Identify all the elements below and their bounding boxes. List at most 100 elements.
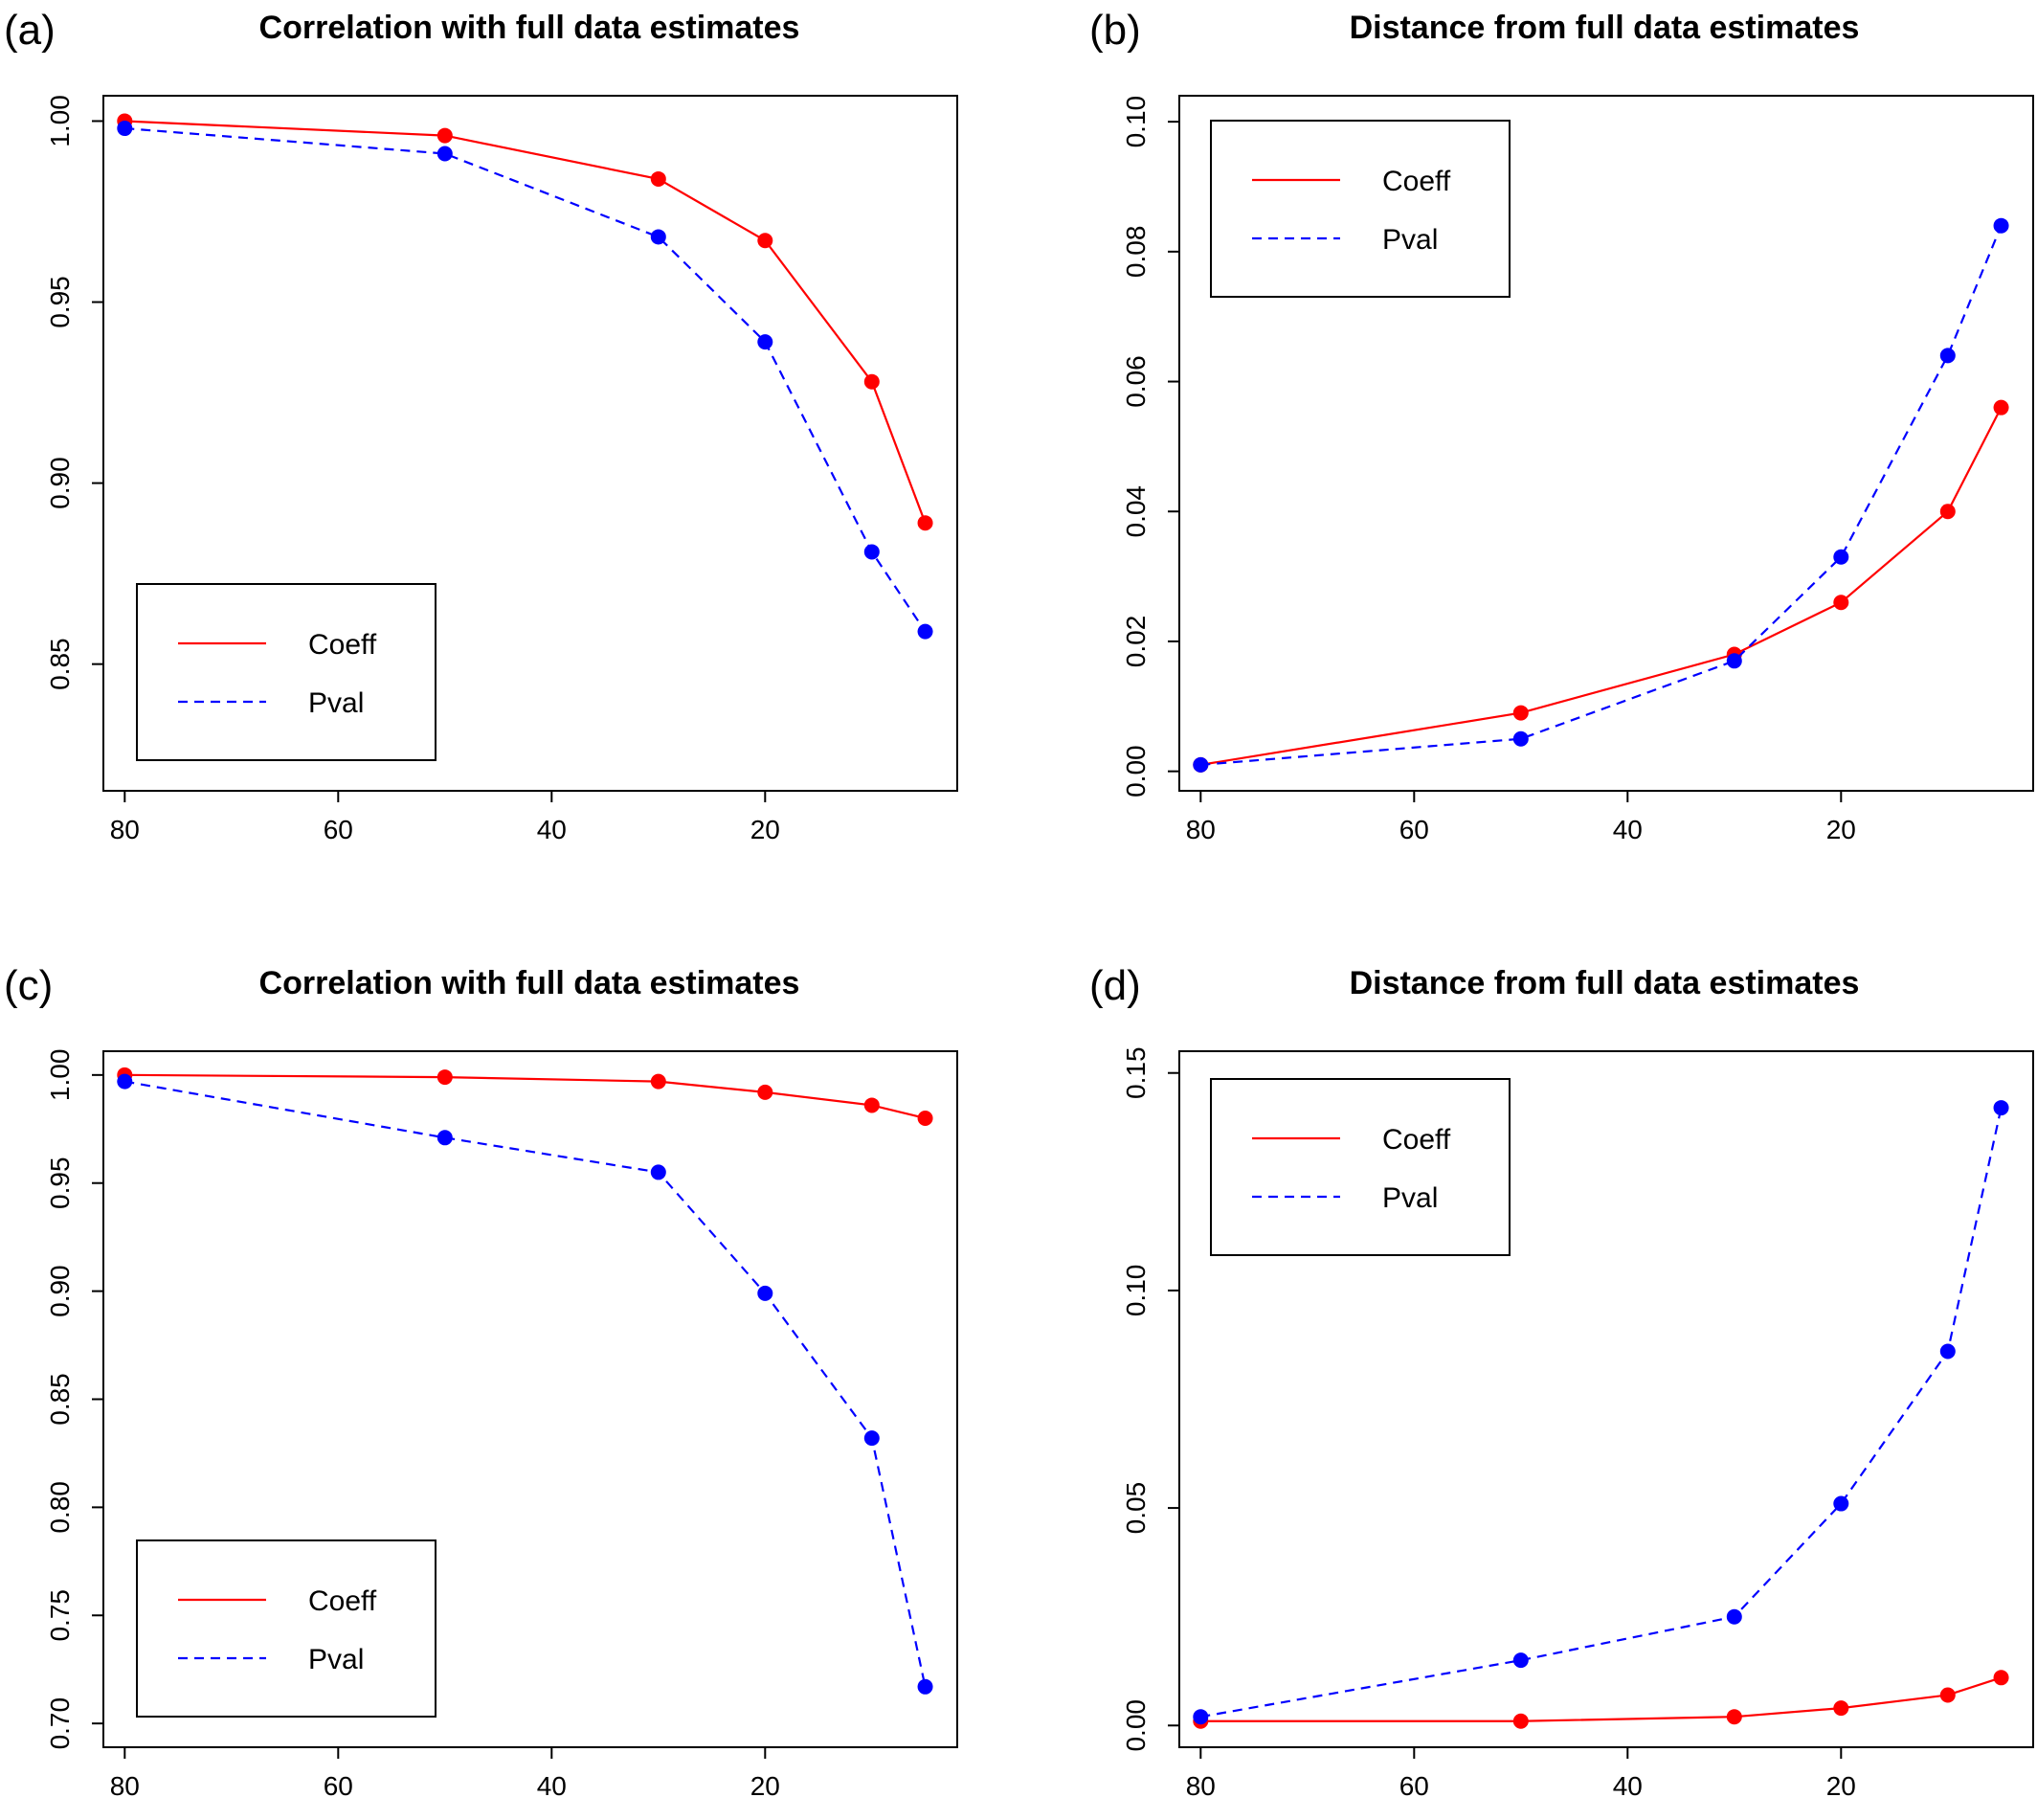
y-tick-label: 1.00 [45, 95, 75, 147]
data-point-pval [1512, 1652, 1529, 1669]
data-point-coeff [1512, 1713, 1529, 1729]
panel-c: (c) Correlation with full data estimates 8… [4, 962, 958, 1801]
data-point-coeff [650, 1073, 666, 1090]
data-point-pval [1726, 1608, 1742, 1625]
data-point-coeff [917, 515, 933, 531]
plot-frame [1178, 1050, 2034, 1748]
y-axis: 0.00 0.02 0.04 0.06 0.08 0.10 [1121, 96, 1179, 798]
series-pval [1193, 1100, 2009, 1725]
data-point-pval [1193, 1709, 1209, 1725]
series-line-coeff [124, 1073, 926, 1120]
y-tick-label: 0.15 [1121, 1046, 1151, 1099]
series-line-coeff [124, 120, 927, 524]
data-point-pval [863, 544, 880, 560]
legend: Coeff Pval [136, 1539, 436, 1718]
x-axis: 80 60 40 20 [1186, 791, 1856, 844]
data-point-pval [757, 334, 773, 350]
data-point-pval [1833, 549, 1849, 565]
x-tick-label: 20 [1826, 1771, 1856, 1801]
data-point-pval [117, 121, 133, 137]
data-point-coeff [1833, 1700, 1849, 1717]
x-tick-label: 60 [1399, 1771, 1429, 1801]
legend-box [136, 583, 436, 761]
legend-box [136, 1539, 436, 1718]
x-tick-label: 60 [324, 1771, 353, 1801]
data-point-coeff [650, 170, 666, 187]
series-line-pval [124, 1080, 927, 1688]
series-line-pval [1200, 225, 2003, 766]
data-point-coeff [1939, 504, 1956, 520]
series-pval [117, 121, 933, 640]
series-line-coeff [1200, 1676, 2002, 1722]
y-tick-label: 0.90 [45, 457, 75, 509]
x-tick-label: 20 [750, 1771, 780, 1801]
x-axis: 80 60 40 20 [110, 791, 780, 844]
series-coeff [117, 1067, 933, 1126]
x-tick-label: 40 [1613, 815, 1643, 844]
legend-label-pval: Pval [308, 1644, 364, 1675]
legend-label-coeff: Coeff [1382, 166, 1451, 197]
y-tick-label: 0.95 [45, 276, 75, 328]
y-tick-label: 0.00 [1121, 745, 1151, 798]
data-point-pval [650, 229, 666, 245]
y-tick-label: 0.75 [45, 1589, 75, 1642]
plot-frame [1178, 95, 2034, 792]
data-point-pval [863, 1430, 880, 1447]
panel-letter: (a) [4, 7, 56, 54]
data-point-coeff [436, 127, 453, 144]
data-point-coeff [1993, 1670, 2009, 1686]
panel-letter: (d) [1089, 962, 1141, 1009]
x-tick-label: 40 [537, 1771, 567, 1801]
data-point-pval [117, 1073, 133, 1090]
x-tick-label: 80 [1186, 1771, 1216, 1801]
data-point-pval [436, 1130, 453, 1146]
data-point-pval [1193, 756, 1209, 773]
data-point-coeff [863, 1097, 880, 1113]
y-tick-label: 0.10 [1121, 1265, 1151, 1317]
data-point-pval [917, 623, 933, 640]
data-point-pval [1512, 730, 1529, 747]
data-point-pval [436, 146, 453, 162]
series-line-pval [1200, 1107, 2003, 1719]
x-tick-label: 60 [1399, 815, 1429, 844]
chart-title: Distance from full data estimates [1350, 965, 1860, 1001]
data-point-pval [1726, 653, 1742, 669]
data-point-coeff [917, 1110, 933, 1126]
y-tick-label: 0.85 [45, 638, 75, 690]
panel-letter: (c) [4, 962, 53, 1009]
y-tick-label: 0.00 [1121, 1699, 1151, 1752]
chart-title: Correlation with full data estimates [259, 965, 800, 1001]
legend-box [1210, 1078, 1511, 1256]
series-coeff [1193, 399, 2009, 773]
y-tick-label: 0.04 [1121, 485, 1151, 538]
y-axis: 0.85 0.90 0.95 1.00 [45, 95, 103, 690]
panel-a: (a) Correlation with full data estimates 8… [4, 7, 958, 844]
y-tick-label: 1.00 [45, 1049, 75, 1102]
series-pval [117, 1073, 933, 1695]
y-axis: 0.70 0.75 0.80 0.85 0.90 0.95 1.00 [45, 1049, 103, 1749]
data-point-pval [1939, 348, 1956, 364]
y-tick-label: 0.05 [1121, 1482, 1151, 1535]
x-tick-label: 40 [1613, 1771, 1643, 1801]
data-point-pval [650, 1164, 666, 1180]
series-coeff [1193, 1670, 2009, 1729]
legend-label-pval: Pval [1382, 1182, 1438, 1214]
y-axis: 0.00 0.05 0.10 0.15 [1121, 1046, 1179, 1752]
y-tick-label: 0.08 [1121, 226, 1151, 279]
legend-label-pval: Pval [1382, 224, 1438, 256]
data-point-coeff [436, 1069, 453, 1086]
x-tick-label: 80 [1186, 815, 1216, 844]
legend: Coeff Pval [1210, 120, 1511, 298]
legend-label-coeff: Coeff [308, 629, 377, 661]
series-line-pval [124, 126, 927, 633]
data-point-coeff [1993, 399, 2009, 416]
y-tick-label: 0.80 [45, 1481, 75, 1534]
data-point-coeff [1833, 595, 1849, 611]
panel-d: (d) Distance from full data estimates 80 60… [1089, 962, 2034, 1801]
y-tick-label: 0.85 [45, 1373, 75, 1426]
x-tick-label: 80 [110, 1771, 140, 1801]
chart-title: Correlation with full data estimates [259, 10, 800, 46]
data-point-pval [1993, 217, 2009, 234]
data-point-coeff [1726, 1709, 1742, 1725]
